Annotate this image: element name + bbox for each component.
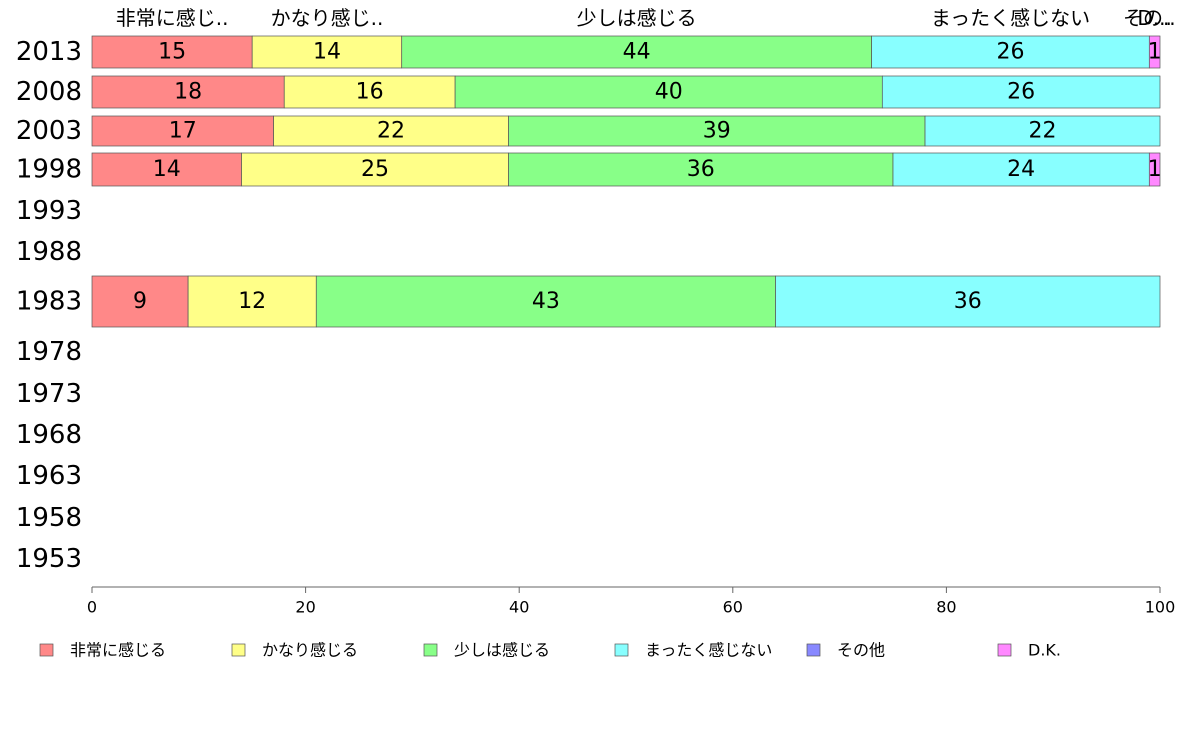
bar-label-1998-series-0: 14 [153, 157, 181, 182]
legend-swatch-series-4 [806, 643, 821, 657]
legend-swatch-series-3 [614, 643, 629, 657]
legend: 非常に感じる かなり感じる 少しは感じる まったく感じない その他 D.K. [39, 641, 1061, 660]
bar-label-2013-series-5: 1 [1148, 40, 1162, 65]
bar-label-2013-series-0: 15 [158, 40, 186, 65]
legend-label-series-0: 非常に感じる [70, 641, 166, 660]
bar-label-2008-series-3: 26 [1007, 80, 1035, 105]
top-label-series-0: 非常に感じ.. [116, 6, 229, 30]
bar-label-2003-series-0: 17 [169, 119, 197, 144]
legend-swatch-series-5 [997, 643, 1012, 657]
legend-label-series-1: かなり感じる [262, 641, 358, 660]
y-tick-label-1973: 1973 [16, 379, 82, 409]
legend-swatch-series-1 [231, 643, 246, 657]
bar-2008-series-1 [283, 75, 456, 109]
bar-2008-series-0 [91, 75, 285, 109]
bar-2003-series-2 [508, 115, 926, 147]
bar-2008-series-2 [454, 75, 883, 109]
bar-2003-series-1 [273, 115, 509, 147]
bar-label-2003-series-1: 22 [377, 119, 405, 144]
bar-2013-series-3 [871, 35, 1150, 69]
legend-swatch-series-2 [423, 643, 438, 657]
bar-label-1983-series-3: 36 [954, 289, 982, 314]
bar-label-1983-series-2: 43 [532, 289, 560, 314]
top-label-series-1: かなり感じ.. [271, 6, 384, 30]
bar-label-2013-series-3: 26 [996, 40, 1024, 65]
bar-2013-series-0 [91, 35, 253, 69]
bar-1998-series-3 [892, 152, 1150, 187]
y-tick-label-2003: 2003 [16, 116, 82, 146]
legend-label-series-2: 少しは感じる [454, 641, 550, 660]
bar-label-1998-series-2: 36 [687, 157, 715, 182]
bar-label-1983-series-1: 12 [238, 289, 266, 314]
bar-2003-series-0 [91, 115, 274, 147]
y-tick-label-1963: 1963 [16, 461, 82, 491]
x-tick-label-20: 20 [295, 598, 315, 617]
top-label-series-2: 少しは感じる [577, 6, 697, 30]
bar-label-2003-series-3: 22 [1029, 119, 1057, 144]
y-tick-label-2013: 2013 [16, 37, 82, 67]
bar-label-1998-series-5: 1 [1148, 157, 1162, 182]
legend-label-series-4: その他 [837, 641, 885, 660]
bar-label-1983-series-0: 9 [133, 289, 147, 314]
bar-1998-series-2 [508, 152, 894, 187]
y-axis-labels: 2013 2008 2003 1998 1993 1988 1983 1978 1973 1968… [16, 37, 82, 574]
bar-1983-series-2 [315, 275, 776, 328]
bar-1998-series-5 [1148, 152, 1161, 187]
bar-label-2013-series-2: 44 [623, 40, 651, 65]
bar-2013-series-1 [251, 35, 403, 69]
y-tick-label-2008: 2008 [16, 77, 82, 107]
top-label-series-3: まったく感じない [931, 6, 1090, 30]
bar-label-1998-series-3: 24 [1007, 157, 1035, 182]
bar-1983-series-3 [775, 275, 1161, 328]
bar-2003-series-3 [924, 115, 1161, 147]
x-tick-label-40: 40 [509, 598, 529, 617]
top-label-series-5: D... [1137, 6, 1171, 30]
bars: 15 14 44 26 1 18 16 40 26 17 22 39 22 14 25 36 24 1 9 12 43 3… [91, 35, 1162, 328]
x-tick-label-0: 0 [87, 598, 97, 617]
legend-label-series-3: まったく感じない [645, 641, 772, 660]
bar-2013-series-2 [401, 35, 872, 69]
y-tick-label-1958: 1958 [16, 503, 82, 533]
bar-1998-series-1 [241, 152, 509, 187]
legend-swatch-series-0 [39, 643, 54, 657]
bar-label-2008-series-1: 16 [356, 80, 384, 105]
y-tick-label-1993: 1993 [16, 196, 82, 226]
top-series-labels: 非常に感じ.. かなり感じ.. 少しは感じる まったく感じない その..D... [116, 6, 1176, 30]
x-axis: 0 20 40 60 80 100 [87, 586, 1176, 617]
y-tick-label-1988: 1988 [16, 237, 82, 267]
top-label-series-4: その.. [1123, 6, 1176, 30]
y-tick-label-1998: 1998 [16, 155, 82, 185]
y-tick-label-1983: 1983 [16, 287, 82, 317]
legend-label-series-5: D.K. [1028, 641, 1061, 660]
bar-2013-series-5 [1148, 35, 1161, 69]
x-tick-label-60: 60 [723, 598, 743, 617]
x-tick-label-80: 80 [936, 598, 956, 617]
x-tick-label-100: 100 [1145, 598, 1176, 617]
bar-label-2008-series-0: 18 [174, 80, 202, 105]
bar-label-2008-series-2: 40 [655, 80, 683, 105]
y-tick-label-1953: 1953 [16, 544, 82, 574]
bar-label-2013-series-1: 14 [313, 40, 341, 65]
y-tick-label-1968: 1968 [16, 420, 82, 450]
y-tick-label-1978: 1978 [16, 337, 82, 367]
bar-1983-series-0 [91, 275, 189, 328]
bar-label-2003-series-2: 39 [703, 119, 731, 144]
bar-2008-series-3 [881, 75, 1161, 109]
bar-label-1998-series-1: 25 [361, 157, 389, 182]
